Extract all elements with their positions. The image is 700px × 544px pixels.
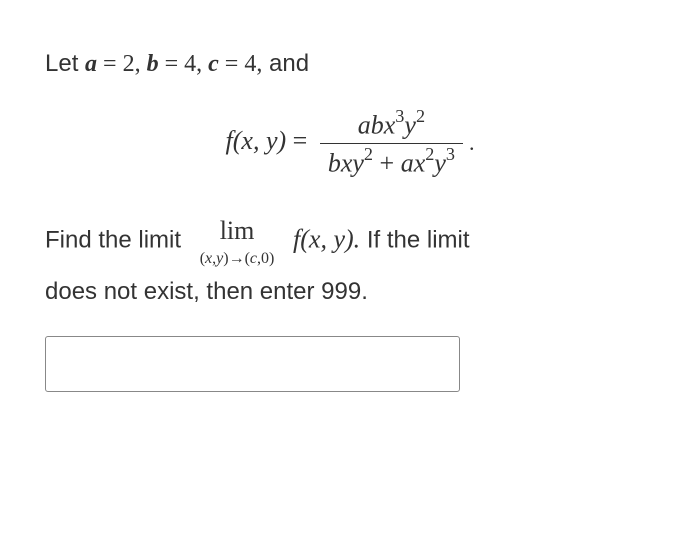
fxy: f(x, y). [293, 225, 360, 254]
fraction: abx3y2 bxy2 + ax2y3 [320, 108, 463, 178]
num-exp2: 2 [416, 106, 425, 126]
den-bxy: bxy [328, 148, 364, 177]
var-c: c [208, 51, 219, 77]
function-definition: f(x, y) = abx3y2 bxy2 + ax2y3 . [45, 108, 655, 178]
den-y: y [434, 148, 446, 177]
den-exp2: 2 [425, 144, 434, 164]
answer-input[interactable] [45, 336, 460, 392]
var-b: b [147, 51, 159, 77]
lhs: f(x, y) [226, 126, 287, 155]
if-text: If the limit [367, 227, 470, 254]
find-text: Find the limit [45, 227, 181, 254]
numerator: abx3y2 [320, 108, 463, 144]
eq-b: = 4, [159, 51, 209, 77]
var-a: a [85, 51, 97, 77]
den-plus: + [373, 148, 401, 177]
num-y: y [404, 111, 416, 140]
lim-subscript: (x,y)→(c,0) [200, 248, 275, 270]
intro-prefix: Let [45, 50, 85, 77]
problem-intro: Let a = 2, b = 4, c = 4, and [45, 50, 655, 78]
num-abx: abx [358, 111, 396, 140]
den-exp1: 2 [364, 144, 373, 164]
intro-suffix: and [262, 50, 309, 77]
den-exp3: 3 [446, 144, 455, 164]
eq-a: = 2, [97, 51, 147, 77]
dne-instruction: does not exist, then enter 999. [45, 278, 655, 306]
limit-expression: lim (x,y)→(c,0) [200, 213, 275, 270]
den-ax: ax [401, 148, 426, 177]
lim-label: lim [200, 213, 275, 249]
trailing-dot: . [469, 130, 475, 155]
equals: = [286, 126, 314, 155]
num-exp1: 3 [395, 106, 404, 126]
find-limit-line: Find the limit lim (x,y)→(c,0) f(x, y). … [45, 213, 655, 270]
denominator: bxy2 + ax2y3 [320, 144, 463, 179]
eq-c: = 4, [219, 51, 263, 77]
